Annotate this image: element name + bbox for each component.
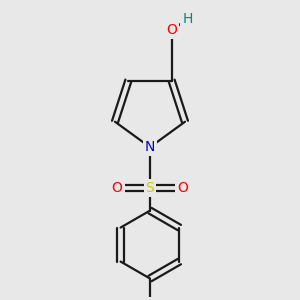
Text: O: O (166, 22, 177, 37)
Text: S: S (146, 181, 154, 195)
Text: N: N (145, 140, 155, 154)
Text: O: O (112, 181, 123, 195)
Text: O: O (177, 181, 188, 195)
Text: H: H (182, 12, 193, 26)
